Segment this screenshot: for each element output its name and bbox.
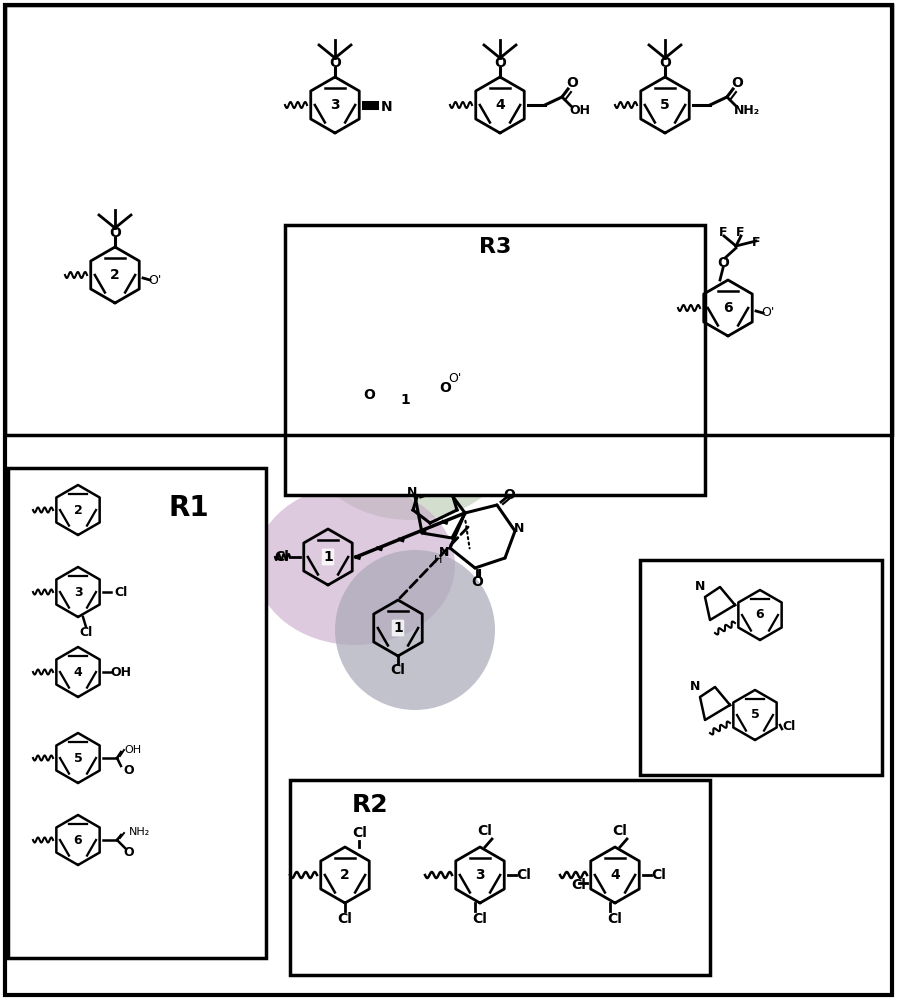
Text: O: O — [717, 256, 729, 270]
Text: Cl: Cl — [115, 585, 127, 598]
Text: 1: 1 — [323, 550, 333, 564]
Text: N: N — [381, 100, 393, 114]
Text: OH: OH — [110, 666, 132, 678]
Text: 5: 5 — [751, 708, 760, 722]
Text: 5: 5 — [660, 98, 670, 112]
Text: 2: 2 — [340, 868, 350, 882]
Text: Cl: Cl — [571, 878, 587, 892]
Text: 6: 6 — [755, 608, 764, 621]
Text: Cl: Cl — [473, 912, 487, 926]
Text: Cl: Cl — [79, 626, 92, 640]
Text: Cl: Cl — [477, 824, 492, 838]
Text: 4: 4 — [74, 666, 83, 678]
Text: O: O — [494, 56, 506, 70]
Text: Cl: Cl — [613, 824, 627, 838]
Text: R3: R3 — [479, 237, 511, 257]
Text: 3: 3 — [330, 98, 340, 112]
Text: N: N — [514, 522, 524, 536]
Text: NH₂: NH₂ — [734, 104, 760, 116]
Text: 3: 3 — [475, 868, 484, 882]
Text: 2: 2 — [74, 504, 83, 516]
Text: Cl: Cl — [607, 912, 623, 926]
Ellipse shape — [255, 485, 455, 645]
Text: R2: R2 — [352, 793, 388, 817]
Text: O: O — [124, 764, 135, 776]
Text: N: N — [439, 546, 449, 558]
Text: 6: 6 — [74, 834, 83, 846]
FancyBboxPatch shape — [640, 560, 882, 775]
Text: F: F — [752, 236, 761, 249]
Text: O: O — [731, 76, 743, 90]
Text: F: F — [736, 227, 745, 239]
FancyBboxPatch shape — [8, 468, 266, 958]
Text: O: O — [109, 226, 121, 240]
Text: OH: OH — [125, 745, 142, 755]
FancyBboxPatch shape — [290, 780, 710, 975]
Text: N: N — [690, 680, 701, 694]
Text: 4: 4 — [610, 868, 620, 882]
Text: O': O' — [448, 371, 462, 384]
Text: O: O — [659, 56, 671, 70]
Text: 1: 1 — [393, 621, 403, 635]
Ellipse shape — [310, 370, 510, 520]
Text: 3: 3 — [74, 585, 83, 598]
Text: 2: 2 — [110, 268, 120, 282]
Text: O: O — [363, 388, 375, 402]
Text: O: O — [566, 76, 578, 90]
Text: Cl: Cl — [390, 663, 405, 677]
Text: Cl: Cl — [517, 868, 531, 882]
Text: NH₂: NH₂ — [128, 827, 150, 837]
Text: R1: R1 — [169, 494, 209, 522]
Text: O: O — [471, 575, 483, 589]
Text: Cl: Cl — [651, 868, 666, 882]
Text: O: O — [124, 846, 135, 858]
Text: OH: OH — [570, 104, 590, 116]
Text: 4: 4 — [495, 98, 505, 112]
Text: 5: 5 — [74, 752, 83, 764]
Text: Cl: Cl — [353, 826, 368, 840]
Text: O: O — [503, 488, 515, 502]
Text: H: H — [434, 555, 442, 565]
Ellipse shape — [335, 550, 495, 710]
Text: N: N — [695, 580, 705, 593]
Text: O': O' — [148, 273, 161, 286]
Text: F: F — [718, 227, 727, 239]
Text: O: O — [439, 381, 451, 395]
Text: N: N — [407, 487, 417, 499]
Text: O: O — [329, 56, 341, 70]
Text: 6: 6 — [723, 301, 733, 315]
Text: O': O' — [762, 306, 775, 320]
Text: Cl: Cl — [782, 720, 796, 734]
Text: 1: 1 — [400, 393, 410, 407]
FancyBboxPatch shape — [285, 225, 705, 495]
Text: Cl: Cl — [274, 550, 290, 564]
Text: Cl: Cl — [337, 912, 353, 926]
